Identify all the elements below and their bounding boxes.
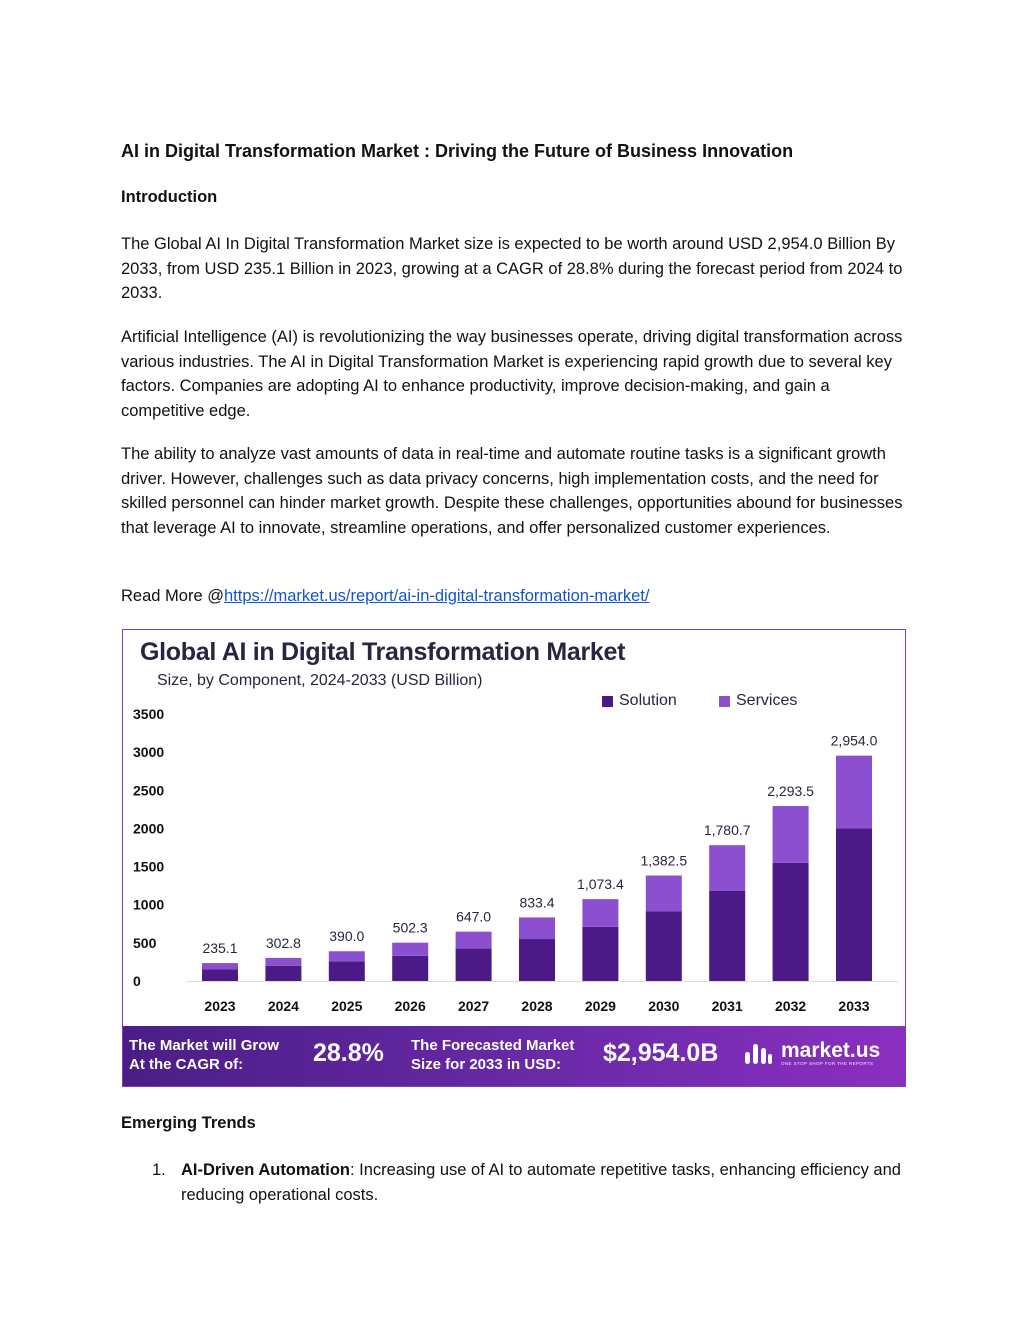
cagr-label-line2: At the CAGR of: <box>129 1056 244 1073</box>
x-tick-label: 2023 <box>204 998 235 1014</box>
bar-solution-2029 <box>582 926 619 981</box>
bar-solution-2028 <box>519 939 555 981</box>
data-label-2025: 390.0 <box>329 928 364 944</box>
y-tick-label: 500 <box>133 935 157 951</box>
bar-solution-2024 <box>265 965 302 981</box>
data-label-2031: 1,780.7 <box>704 822 751 838</box>
data-label-2027: 647.0 <box>456 909 491 925</box>
trends-heading: Emerging Trends <box>121 1114 256 1132</box>
bar-services-2026 <box>392 942 429 956</box>
x-tick-label: 2032 <box>775 998 806 1014</box>
data-label-2032: 2,293.5 <box>767 783 814 799</box>
market-us-logo-icon <box>745 1044 772 1064</box>
brand-tagline: ONE STOP SHOP FOR THE REPORTS <box>781 1060 874 1066</box>
legend-swatch-solution <box>602 695 613 707</box>
list-item-text: : Increasing use of AI to automate repet… <box>181 1161 901 1204</box>
forecast-label-line2: Size for 2033 in USD: <box>411 1056 562 1073</box>
x-tick-label: 2033 <box>838 998 869 1014</box>
market-us-logo: market.us ONE STOP SHOP FOR THE REPORTS <box>743 1040 880 1066</box>
chart-subtitle: Size, by Component, 2024-2033 (USD Billi… <box>157 672 483 689</box>
bar-services-2028 <box>519 917 555 940</box>
bar-solution-2032 <box>772 862 809 981</box>
chart-title: Global AI in Digital Transformation Mark… <box>140 638 626 666</box>
y-tick-label: 2000 <box>133 820 164 836</box>
x-tick-label: 2029 <box>585 998 616 1014</box>
bar-solution-2025 <box>328 961 365 981</box>
cagr-value: 28.8% <box>313 1039 384 1067</box>
legend-solution: Solution <box>602 692 677 710</box>
bar-solution-2030 <box>645 911 682 981</box>
intro-paragraph-1: The Global AI In Digital Transformation … <box>121 235 903 302</box>
x-tick-label: 2030 <box>648 998 679 1014</box>
document-title: AI in Digital Transformation Market : Dr… <box>121 141 794 161</box>
intro-paragraph-3: The ability to analyze vast amounts of d… <box>121 445 903 537</box>
x-tick-label: 2026 <box>395 998 426 1014</box>
read-more-prefix: Read More @ <box>121 587 224 605</box>
list-item-body: AI-Driven Automation: Increasing use of … <box>181 1158 911 1207</box>
read-more-line: Read More @https://market.us/report/ai-i… <box>121 584 911 609</box>
bar-services-2025 <box>328 951 365 962</box>
y-tick-label: 0 <box>133 973 141 989</box>
forecast-label-line1: The Forecasted Market <box>411 1037 575 1054</box>
legend-label-solution: Solution <box>619 692 677 709</box>
data-label-2030: 1,382.5 <box>640 853 687 869</box>
x-tick-label: 2027 <box>458 998 489 1014</box>
forecast-value: $2,954.0B <box>603 1039 719 1067</box>
data-label-2023: 235.1 <box>202 940 237 956</box>
intro-paragraph-2: Artificial Intelligence (AI) is revoluti… <box>121 328 903 420</box>
bar-solution-2023 <box>202 969 238 981</box>
y-tick-label: 2500 <box>133 782 164 798</box>
forecast-label: The Forecasted Market Size for 2033 in U… <box>411 1036 574 1074</box>
bar-solution-2033 <box>836 828 872 981</box>
data-label-2028: 833.4 <box>519 894 554 910</box>
summary-banner: The Market will Grow At the CAGR of: 28.… <box>123 1026 905 1086</box>
market-chart-figure: Global AI in Digital Transformation Mark… <box>122 629 906 1087</box>
read-more-link[interactable]: https://market.us/report/ai-in-digital-t… <box>223 587 650 605</box>
data-label-2029: 1,073.4 <box>577 876 624 892</box>
y-tick-label: 3000 <box>133 744 164 760</box>
x-tick-label: 2025 <box>331 998 362 1014</box>
y-tick-label: 1000 <box>133 897 164 913</box>
bar-services-2027 <box>455 931 492 949</box>
bar-services-2033 <box>836 755 872 829</box>
bar-services-2030 <box>645 875 682 912</box>
y-tick-label: 3500 <box>133 706 164 722</box>
bar-services-2032 <box>772 806 809 863</box>
bar-solution-2026 <box>392 955 429 981</box>
bar-services-2023 <box>202 963 238 970</box>
bar-solution-2031 <box>709 890 746 981</box>
data-label-2024: 302.8 <box>266 935 301 951</box>
bar-solution-2027 <box>455 948 492 981</box>
legend-swatch-services <box>719 695 730 707</box>
x-tick-label: 2028 <box>521 998 552 1014</box>
x-tick-label: 2031 <box>712 998 743 1014</box>
list-item-number: 1. <box>152 1161 166 1179</box>
data-label-2033: 2,954.0 <box>831 733 878 749</box>
chart-plot: 0 500 1000 1500 2000 2500 3000 3500 235.1 2023 302… <box>133 706 898 1014</box>
bar-services-2031 <box>709 845 746 891</box>
bar-services-2029 <box>582 899 619 927</box>
list-item-title: AI-Driven Automation <box>181 1161 350 1179</box>
bar-services-2024 <box>265 957 302 966</box>
legend-services: Services <box>719 692 797 710</box>
cagr-label-line1: The Market will Grow <box>129 1037 280 1054</box>
intro-heading: Introduction <box>121 188 218 206</box>
y-tick-label: 1500 <box>133 859 164 875</box>
brand-name: market.us <box>781 1038 881 1062</box>
cagr-label: The Market will Grow At the CAGR of: <box>129 1036 279 1074</box>
data-label-2026: 502.3 <box>393 920 428 936</box>
x-tick-label: 2024 <box>268 998 299 1014</box>
legend-label-services: Services <box>736 692 798 709</box>
